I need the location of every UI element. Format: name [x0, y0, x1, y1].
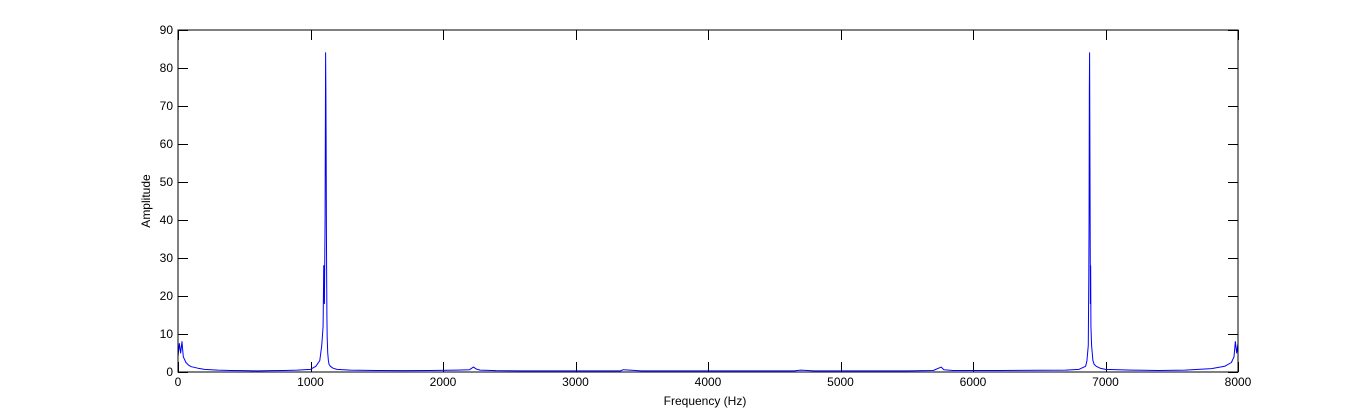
x-tick-label: 3000	[562, 375, 589, 389]
y-tick-label: 30	[160, 251, 174, 265]
y-tick-label: 60	[160, 137, 174, 151]
y-tick-label: 50	[160, 175, 174, 189]
tick-labels: 0 1000 2000 3000 4000 5000 6000 7000 8000 0 10 20 30…	[160, 23, 1252, 389]
y-tick-label: 70	[160, 99, 174, 113]
y-tick-label: 90	[160, 23, 174, 37]
y-tick-label: 10	[160, 327, 174, 341]
plot-background	[178, 30, 1238, 372]
x-tick-label: 2000	[430, 375, 457, 389]
x-tick-label: 0	[175, 375, 182, 389]
x-tick-label: 7000	[1092, 375, 1119, 389]
y-tick-label: 20	[160, 289, 174, 303]
x-axis-label: Frequency (Hz)	[664, 394, 747, 408]
x-tick-label: 4000	[695, 375, 722, 389]
y-tick-label: 0	[166, 365, 173, 379]
amplitude-series-line	[177, 52, 1239, 372]
x-tick-label: 5000	[827, 375, 854, 389]
x-tick-label: 8000	[1225, 375, 1252, 389]
y-axis-label: Amplitude	[139, 174, 153, 228]
y-tick-label: 40	[160, 213, 174, 227]
x-tick-label: 1000	[297, 375, 324, 389]
plot-area	[177, 52, 1239, 372]
y-tick-label: 80	[160, 61, 174, 75]
x-tick-label: 6000	[960, 375, 987, 389]
axes-box	[177, 29, 1239, 373]
